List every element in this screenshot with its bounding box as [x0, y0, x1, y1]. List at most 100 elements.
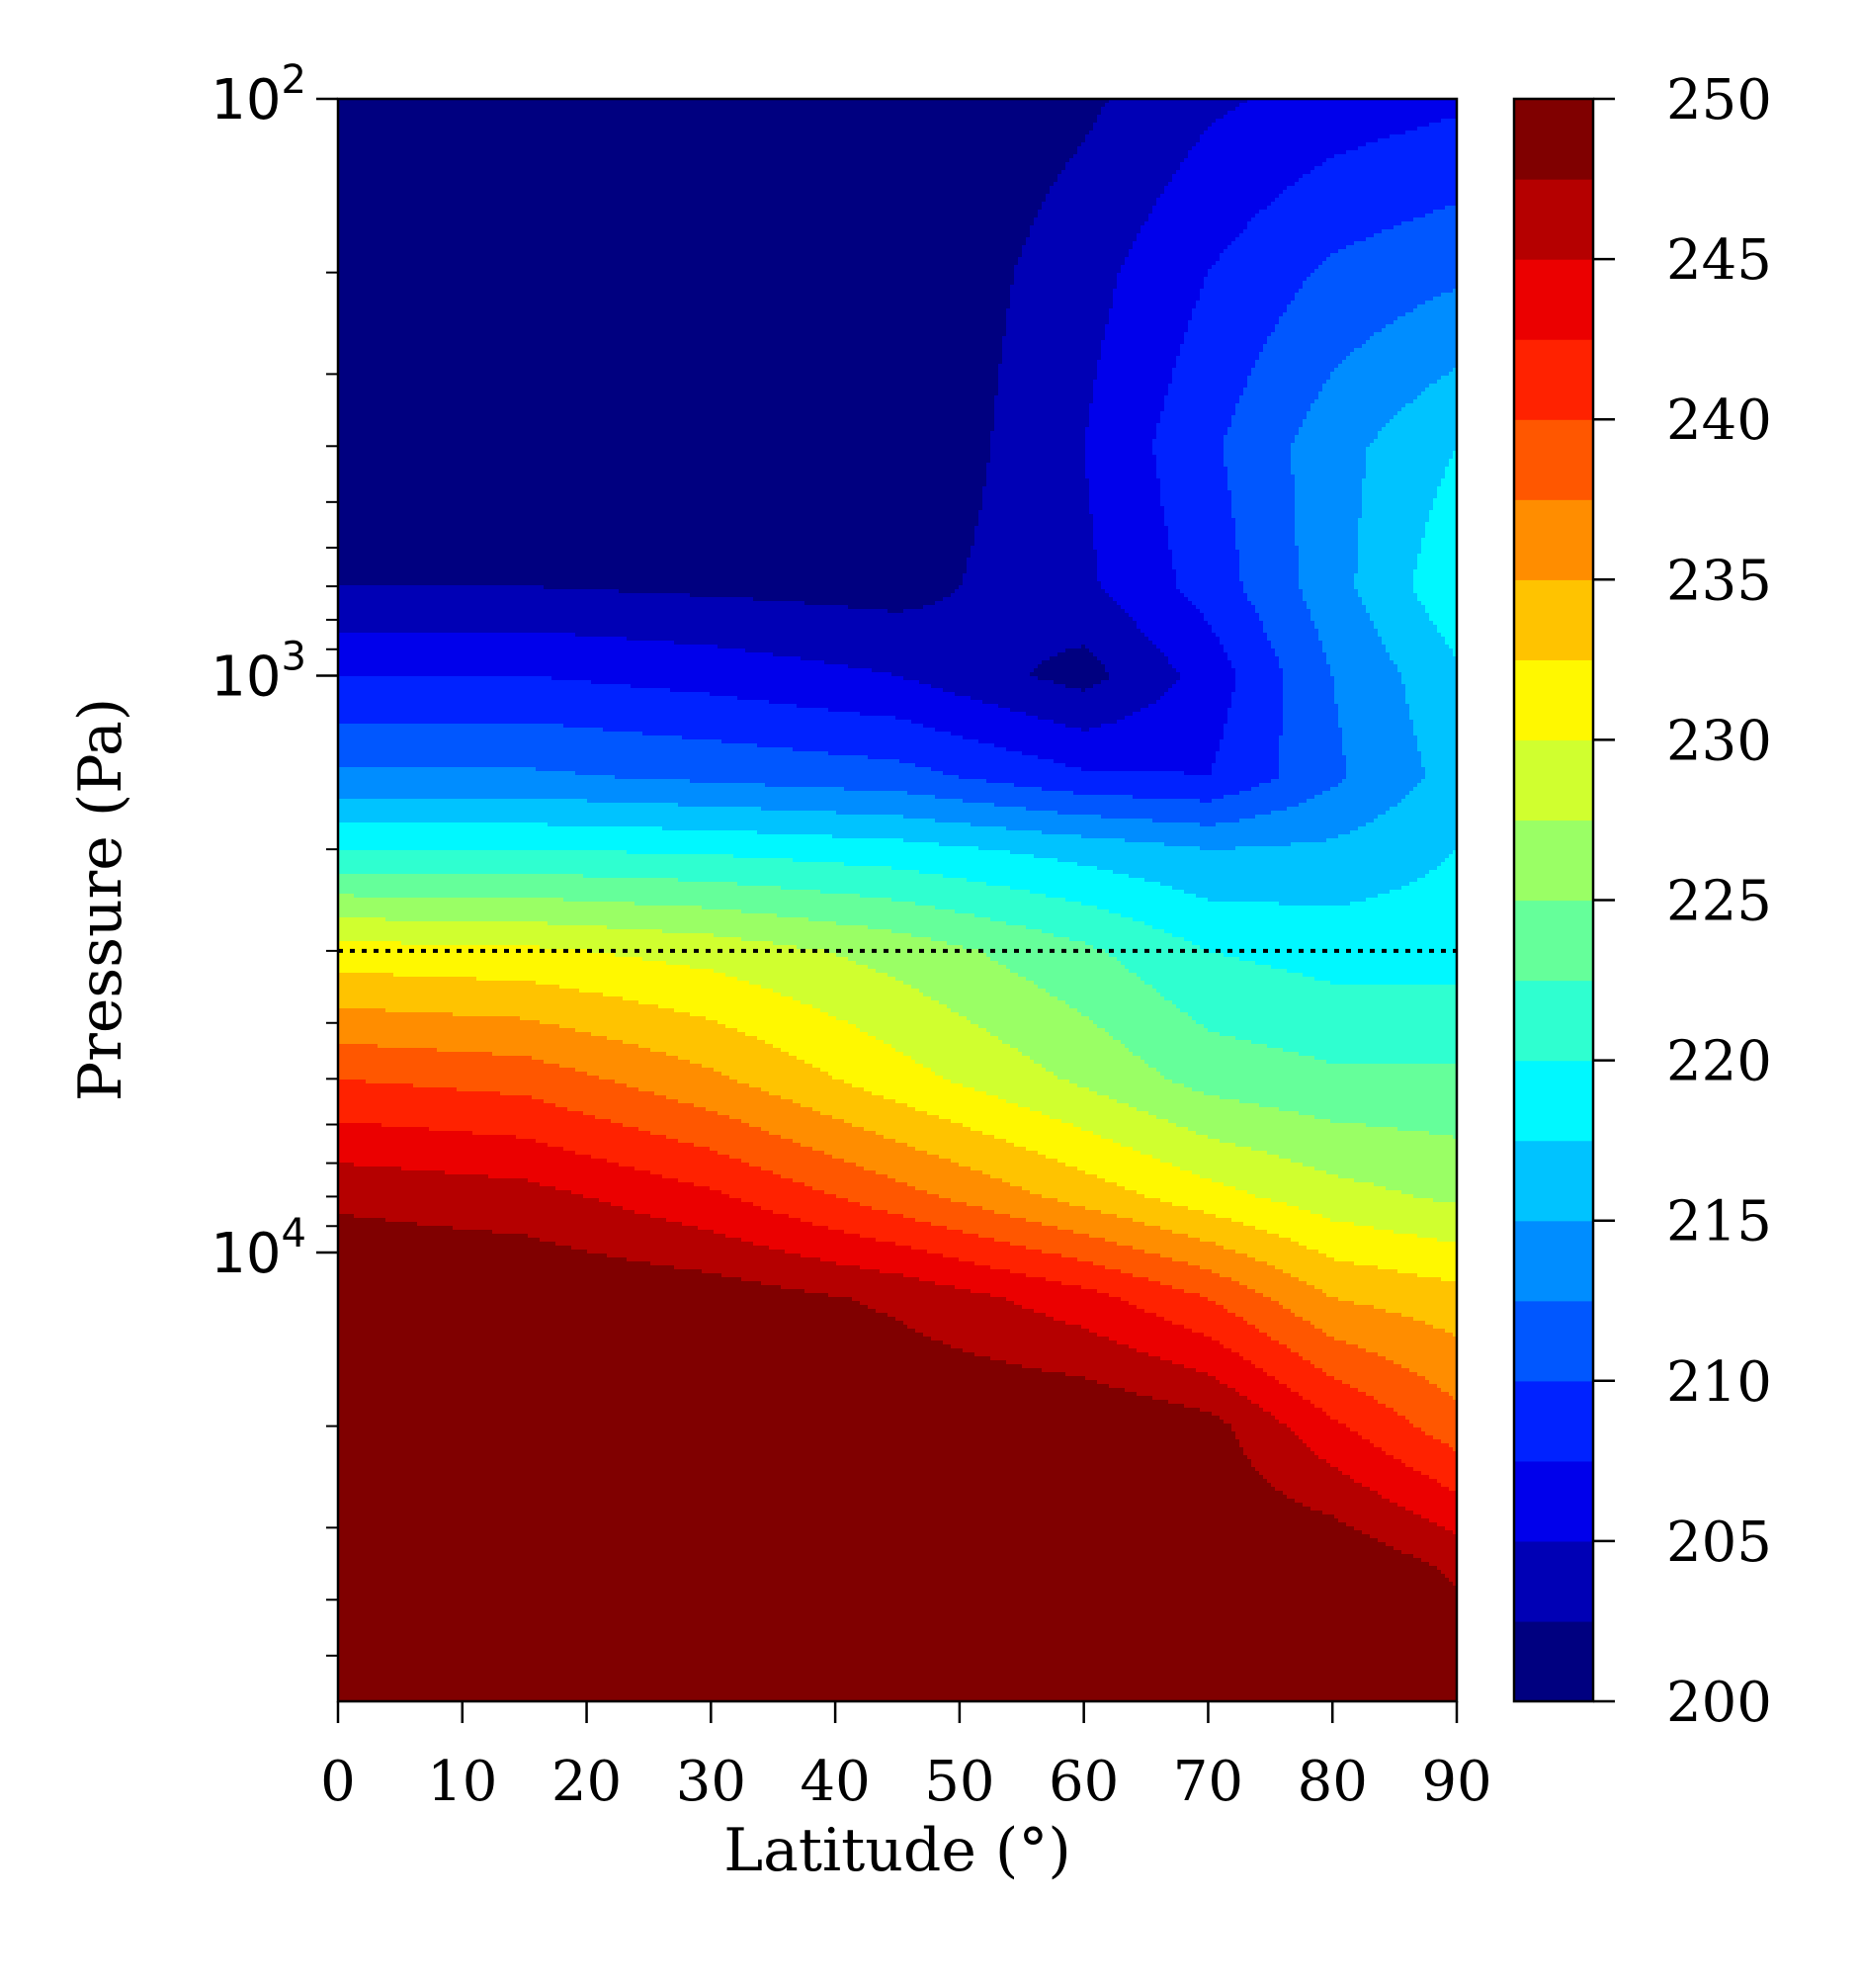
contour-band-cell	[338, 1246, 572, 1251]
contour-band-cell	[1224, 435, 1296, 440]
contour-band-cell	[1073, 791, 1240, 796]
contour-band-cell	[338, 494, 983, 499]
contour-band-cell	[1046, 894, 1197, 899]
contour-band-cell	[1081, 688, 1086, 693]
contour-band-cell	[500, 1091, 655, 1096]
contour-band-cell	[1374, 1182, 1457, 1187]
contour-band-cell	[338, 637, 628, 642]
contour-band-cell	[931, 684, 1066, 689]
contour-band-cell	[1358, 558, 1418, 562]
contour-band-cell	[1338, 716, 1410, 721]
contour-band-cell	[1109, 1384, 1228, 1389]
contour-band-cell	[1164, 522, 1236, 527]
contour-band-cell	[1239, 399, 1315, 404]
contour-band-cell	[741, 1119, 845, 1124]
contour-band-cell	[1093, 395, 1165, 400]
contour-band-cell	[994, 803, 1300, 808]
contour-band-cell	[338, 1487, 1276, 1492]
contour-band-cell	[338, 407, 995, 412]
contour-band-cell	[1133, 712, 1228, 717]
contour-band-cell	[1069, 158, 1185, 163]
contour-band-cell	[1089, 490, 1161, 495]
contour-band-cell	[1057, 996, 1165, 1001]
contour-band-cell	[1346, 150, 1457, 155]
contour-band-cell	[860, 712, 1027, 717]
contour-band-cell	[1235, 1435, 1300, 1440]
contour-band-cell	[1441, 376, 1457, 381]
contour-band-cell	[1231, 1277, 1300, 1282]
contour-band-cell	[974, 526, 1094, 531]
contour-band-cell	[1010, 1214, 1118, 1219]
contour-band-cell	[338, 221, 1035, 226]
contour-band-cell	[1279, 767, 1347, 772]
contour-band-cell	[1366, 609, 1426, 614]
contour-band-cell	[1267, 1333, 1327, 1338]
contour-band-cell	[804, 1289, 972, 1294]
contour-band-cell	[1164, 996, 1457, 1001]
contour-band-cell	[1160, 482, 1228, 487]
contour-band-cell	[737, 1028, 861, 1033]
contour-band-cell	[998, 368, 1098, 373]
contour-band-cell	[1247, 384, 1323, 389]
contour-band-cell	[1038, 676, 1110, 681]
contour-band-cell	[338, 162, 1066, 167]
contour-band-cell	[1279, 763, 1347, 768]
contour-band-cell	[1239, 550, 1300, 555]
contour-band-cell	[733, 854, 1035, 859]
contour-band-cell	[1271, 811, 1387, 816]
contour-band-cell	[1212, 799, 1308, 804]
contour-band-cell	[1437, 486, 1457, 491]
contour-band-cell	[1338, 1174, 1457, 1179]
contour-band-cell	[1117, 601, 1193, 606]
contour-band-cell	[1437, 1566, 1457, 1571]
contour-band-cell	[1125, 965, 1272, 970]
x-tick-label: 70	[1173, 1750, 1243, 1814]
contour-band-cell	[338, 471, 987, 475]
contour-band-cell	[338, 210, 1039, 215]
contour-band-cell	[1224, 735, 1280, 740]
contour-band-cell	[876, 969, 1011, 974]
contour-band-cell	[1235, 1388, 1292, 1393]
contour-band-cell	[1429, 123, 1457, 128]
contour-band-cell	[1089, 482, 1161, 487]
contour-band-cell	[338, 1186, 556, 1191]
contour-band-cell	[338, 403, 995, 408]
contour-band-cell	[1235, 668, 1284, 673]
contour-band-cell	[1299, 427, 1383, 432]
contour-band-cell	[338, 1495, 1288, 1500]
contour-band-cell	[1386, 1309, 1457, 1314]
contour-band-cell	[1239, 558, 1300, 562]
contour-band-cell	[1358, 569, 1414, 574]
contour-band-cell	[978, 510, 1090, 515]
contour-band-cell	[642, 957, 849, 962]
contour-band-cell	[1295, 482, 1363, 487]
contour-band-cell	[1010, 1182, 1118, 1187]
contour-band-cell	[1192, 1329, 1260, 1334]
contour-band-cell	[1006, 316, 1110, 321]
contour-band-cell	[1243, 581, 1300, 586]
contour-band-cell	[1184, 332, 1272, 337]
contour-band-cell	[761, 1281, 936, 1286]
contour-band-cell	[1326, 1170, 1457, 1175]
contour-band-cell	[1425, 301, 1457, 305]
contour-band-cell	[1042, 1222, 1145, 1227]
contour-band-cell	[852, 1083, 964, 1088]
contour-band-cell	[1417, 878, 1457, 883]
contour-band-cell	[1279, 775, 1347, 780]
contour-band-cell	[856, 1024, 979, 1029]
contour-band-cell	[729, 1194, 837, 1199]
contour-band-cell	[1394, 660, 1457, 665]
contour-band-cell	[1148, 1064, 1457, 1069]
contour-band-cell	[1303, 597, 1363, 602]
contour-band-cell	[338, 1534, 1371, 1539]
contour-band-cell	[1081, 1127, 1189, 1132]
colorbar-level-swatch	[1514, 1220, 1593, 1302]
contour-band-cell	[1235, 518, 1296, 523]
contour-band-cell	[1413, 589, 1457, 594]
contour-band-cell	[1137, 1107, 1280, 1112]
contour-band-cell	[1255, 214, 1426, 218]
contour-band-cell	[1196, 1131, 1430, 1136]
contour-band-cell	[1338, 724, 1414, 729]
contour-band-cell	[338, 1285, 782, 1290]
contour-band-cell	[1176, 356, 1260, 361]
